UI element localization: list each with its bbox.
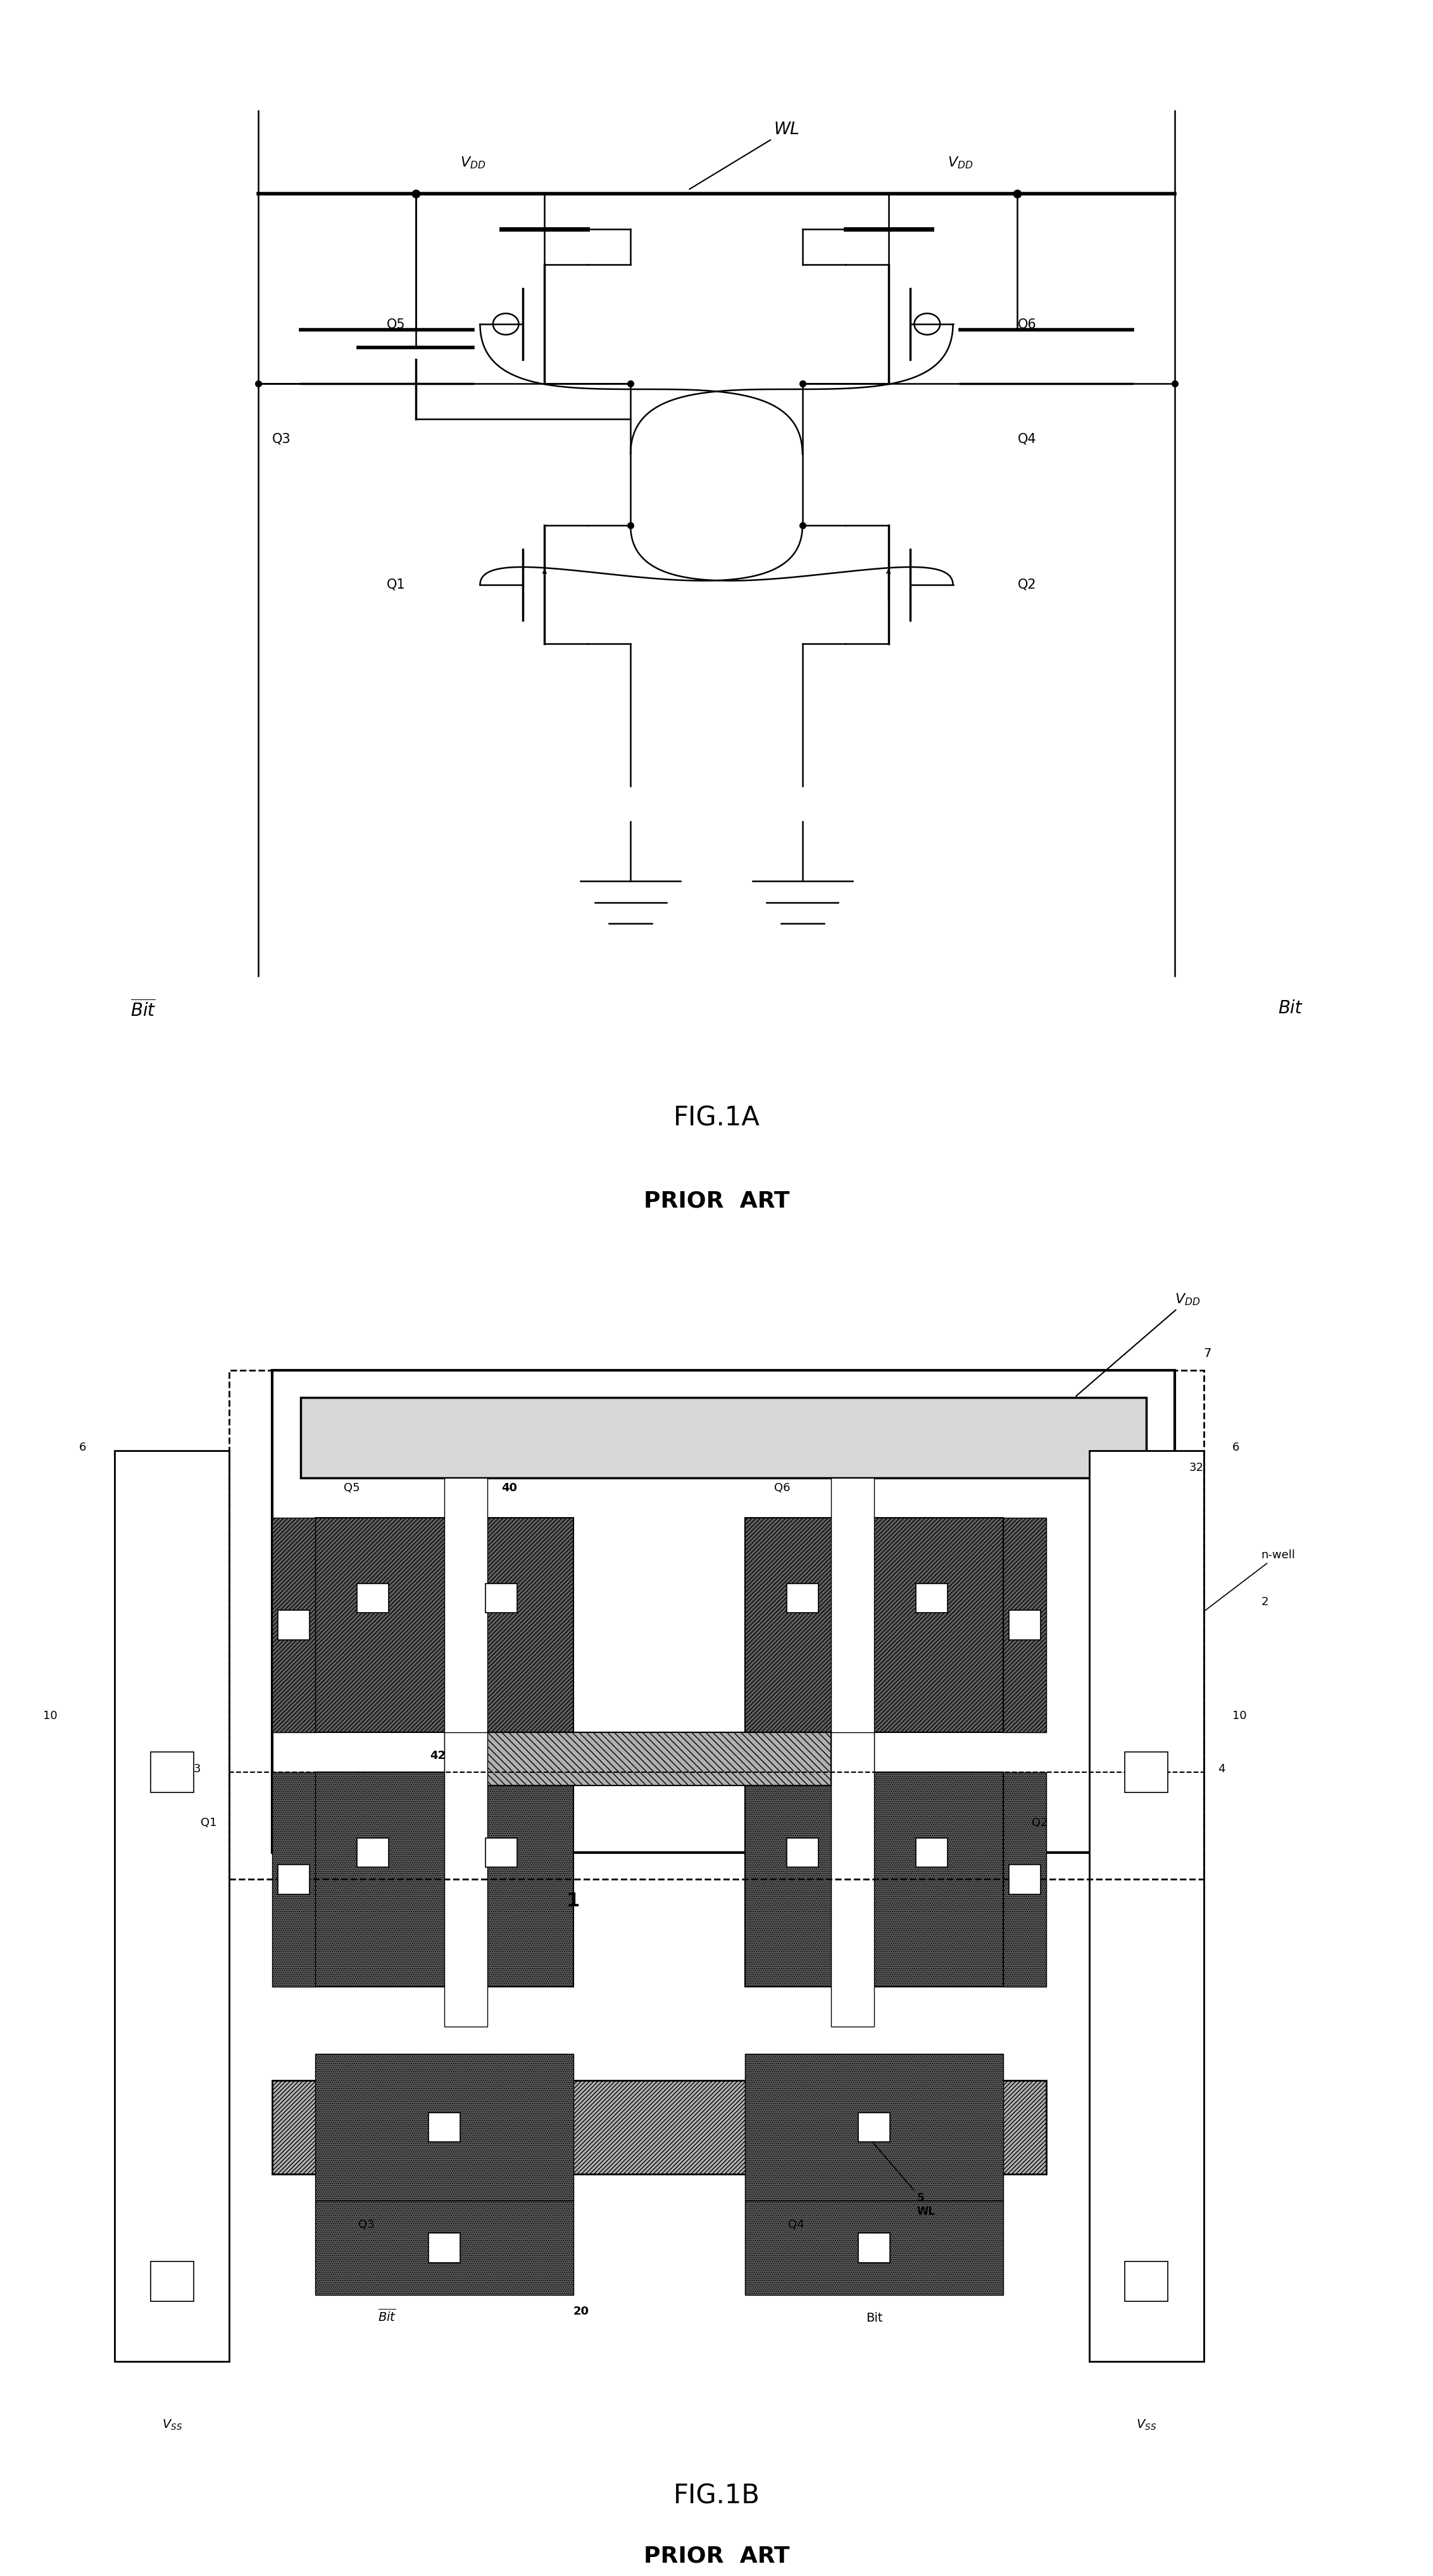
Bar — [272, 2081, 1046, 2174]
Text: 20: 20 — [573, 2306, 589, 2318]
Text: 10: 10 — [43, 1710, 57, 1721]
Bar — [831, 1731, 874, 2027]
Bar — [1003, 1772, 1046, 1986]
Bar — [1003, 1517, 1046, 1731]
Bar — [278, 1610, 310, 1641]
Text: 42: 42 — [430, 1749, 446, 1762]
Bar — [115, 1450, 229, 2362]
Bar — [278, 1865, 310, 1893]
Text: Q5: Q5 — [387, 317, 406, 330]
Text: 6: 6 — [1232, 1443, 1240, 1453]
Bar — [831, 1479, 874, 1772]
Bar — [745, 2200, 1003, 2295]
Text: n-well: n-well — [1205, 1548, 1295, 1610]
Bar — [315, 1772, 573, 1986]
Text: $V_{SS}$: $V_{SS}$ — [162, 2419, 182, 2432]
Bar — [315, 2053, 573, 2200]
Bar — [745, 1517, 1003, 1731]
Bar — [272, 1370, 1175, 1852]
Bar — [1089, 1450, 1204, 2362]
Bar — [486, 1837, 517, 1868]
Text: Q4: Q4 — [788, 2218, 804, 2231]
Text: 1: 1 — [566, 1891, 580, 1909]
Bar — [150, 2262, 193, 2300]
Text: 3: 3 — [193, 1765, 201, 1775]
Bar — [428, 2233, 460, 2262]
Text: 32: 32 — [1189, 1463, 1204, 1473]
Bar — [357, 1837, 388, 1868]
Text: Q3: Q3 — [358, 2218, 374, 2231]
Bar — [745, 1772, 1003, 1986]
Bar — [357, 1584, 388, 1613]
Bar — [301, 1396, 1146, 1479]
Text: $V_{DD}$: $V_{DD}$ — [460, 155, 486, 170]
Bar — [1125, 2262, 1168, 2300]
Text: 40: 40 — [502, 1481, 517, 1494]
Text: 5
WL: 5 WL — [861, 2128, 936, 2218]
Bar — [272, 1517, 315, 1731]
Bar — [1125, 1752, 1168, 1793]
Bar — [486, 1584, 517, 1613]
Text: Q1: Q1 — [201, 1816, 216, 1829]
Text: FIG.1A: FIG.1A — [674, 1105, 759, 1131]
Text: FIG.1B: FIG.1B — [674, 2483, 759, 2509]
Text: Q3: Q3 — [272, 433, 291, 446]
Bar — [787, 1584, 818, 1613]
Text: $\overline{Bit}$: $\overline{Bit}$ — [130, 999, 156, 1020]
Bar — [487, 1731, 831, 1785]
Text: PRIOR  ART: PRIOR ART — [643, 1190, 790, 1211]
Text: $V_{DD}$: $V_{DD}$ — [1076, 1293, 1201, 1396]
Text: Q5: Q5 — [344, 1481, 360, 1494]
Text: WL: WL — [689, 121, 800, 188]
Text: Q4: Q4 — [1017, 433, 1036, 446]
Text: Bit: Bit — [866, 2313, 883, 2324]
Text: Q6: Q6 — [1017, 317, 1036, 330]
Text: $\overline{Bit}$: $\overline{Bit}$ — [378, 2308, 396, 2324]
Bar — [916, 1837, 947, 1868]
Bar — [315, 1517, 573, 1731]
Text: 2: 2 — [1261, 1597, 1268, 1607]
Bar — [444, 1731, 487, 2027]
Text: Q1: Q1 — [387, 580, 406, 590]
Bar — [1009, 1610, 1040, 1641]
Bar — [745, 2053, 1003, 2200]
Bar — [858, 2233, 890, 2262]
Text: 7: 7 — [1204, 1347, 1211, 1360]
Text: PRIOR  ART: PRIOR ART — [643, 2545, 790, 2566]
Bar — [229, 1370, 1204, 1880]
Text: Q2: Q2 — [1017, 580, 1036, 590]
Bar — [1009, 1865, 1040, 1893]
Bar — [150, 1752, 193, 1793]
Bar — [315, 2200, 573, 2295]
Bar — [428, 2112, 460, 2143]
Bar — [858, 2112, 890, 2143]
Text: 4: 4 — [1218, 1765, 1225, 1775]
Bar — [916, 1584, 947, 1613]
Bar — [787, 1837, 818, 1868]
Text: $V_{DD}$: $V_{DD}$ — [947, 155, 973, 170]
Bar — [444, 1479, 487, 1772]
Text: 10: 10 — [1232, 1710, 1247, 1721]
Bar — [272, 1772, 315, 1986]
Text: $V_{SS}$: $V_{SS}$ — [1136, 2419, 1156, 2432]
Text: 6: 6 — [79, 1443, 86, 1453]
Text: Q2: Q2 — [1032, 1816, 1048, 1829]
Text: Q6: Q6 — [774, 1481, 790, 1494]
Text: Bit: Bit — [1278, 999, 1301, 1018]
